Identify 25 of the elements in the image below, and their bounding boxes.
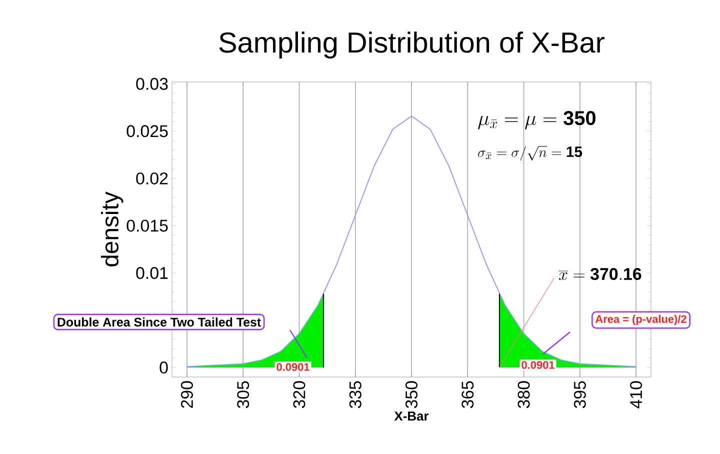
x-tick-label: 290 (180, 381, 193, 408)
y-axis-title: density (100, 192, 124, 266)
annotation: $\overline{x} = \mathbf{370.16}$ (558, 268, 642, 280)
annotation: $\mu_{\bar{x}} = \mu = \mathbf{350}$ (478, 111, 596, 130)
x-tick-label: 305 (237, 381, 250, 408)
chart-title: Sampling Distribution of X-Bar (219, 32, 604, 58)
y-tick-label: 0.025 (126, 125, 168, 138)
x-tick-label: 410 (630, 381, 642, 408)
annotation: Area = (p-value)/2 (595, 314, 686, 326)
annotation: 0.0901 (276, 363, 310, 371)
x-tick-label: 395 (574, 381, 586, 408)
y-tick-label: 0.02 (136, 172, 168, 184)
y-tick-label: 0.03 (136, 78, 168, 90)
annotation: 0.0901 (522, 361, 554, 369)
x-tick-label: 335 (349, 381, 362, 408)
x-tick-label: 320 (293, 381, 306, 408)
y-tick-label: 0.01 (136, 266, 168, 279)
x-axis-title: X-Bar (394, 412, 429, 421)
x-tick-label: 365 (462, 381, 474, 408)
y-tick-label: 0.015 (126, 220, 168, 232)
y-tick-label: 0 (160, 362, 168, 374)
annotation: Double Area Since Two Tailed Test (58, 317, 261, 327)
x-tick-label: 350 (406, 381, 418, 408)
annotation: $\sigma_{\bar{x}} = \sigma/\sqrt{n} = \mathbf{15}$ (478, 146, 582, 160)
x-tick-label: 380 (518, 381, 530, 408)
